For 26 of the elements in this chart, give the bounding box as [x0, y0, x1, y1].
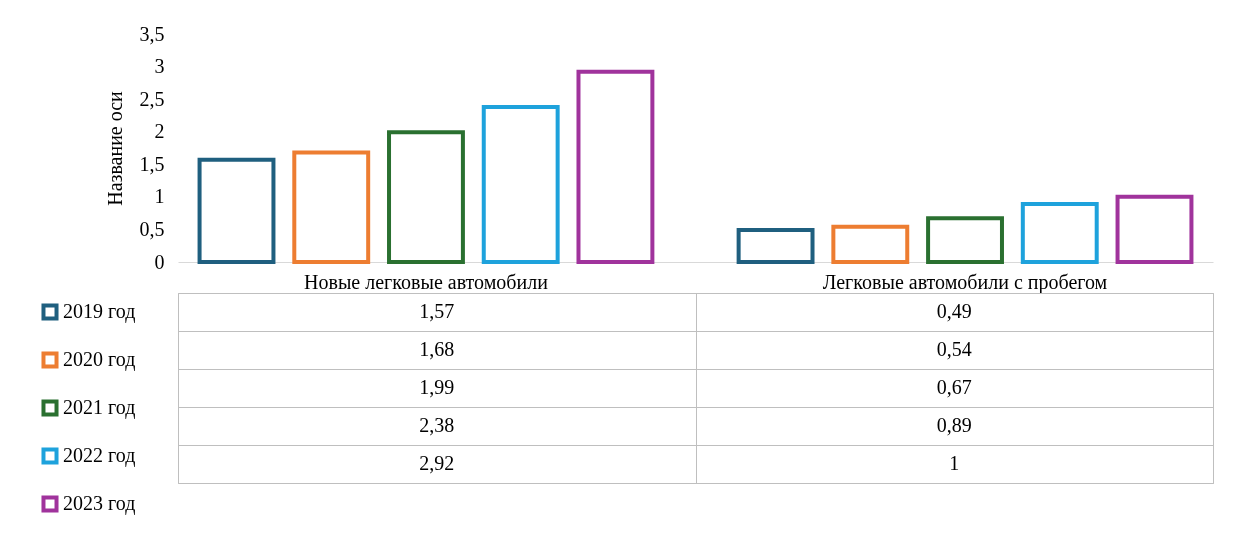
data-label: 1,99 [419, 376, 455, 398]
legend-label: 2019 год [63, 300, 136, 323]
y-tick-label: 2,5 [139, 87, 165, 110]
data-label: 1,68 [419, 338, 455, 360]
legend-label: 2023 год [63, 492, 136, 515]
data-label: 1,57 [419, 300, 455, 322]
y-tick-label: 1 [154, 185, 165, 208]
legend-label: 2021 год [63, 396, 136, 419]
legend-label: 2022 год [63, 444, 136, 467]
y-tick-label: 2 [154, 120, 165, 143]
data-label: 0,89 [936, 414, 972, 436]
data-label: 0,49 [936, 300, 972, 322]
data-label: 0,54 [936, 338, 972, 360]
data-label: 1 [949, 452, 960, 474]
y-tick-label: 0 [154, 250, 165, 273]
y-axis-title: Название оси [103, 90, 126, 206]
legend-label: 2020 год [63, 348, 136, 371]
y-tick-label: 3,5 [139, 22, 165, 45]
data-label: 0,67 [936, 376, 972, 398]
x-tick-label: Легковые автомобили с пробегом [822, 270, 1108, 294]
y-tick-label: 0,5 [139, 217, 165, 240]
data-label: 2,92 [419, 452, 455, 474]
y-tick-label: 3 [154, 55, 165, 78]
y-tick-label: 1,5 [139, 152, 165, 175]
x-tick-label: Новые легковые автомобили [304, 270, 549, 293]
data-label: 2,38 [419, 414, 455, 436]
